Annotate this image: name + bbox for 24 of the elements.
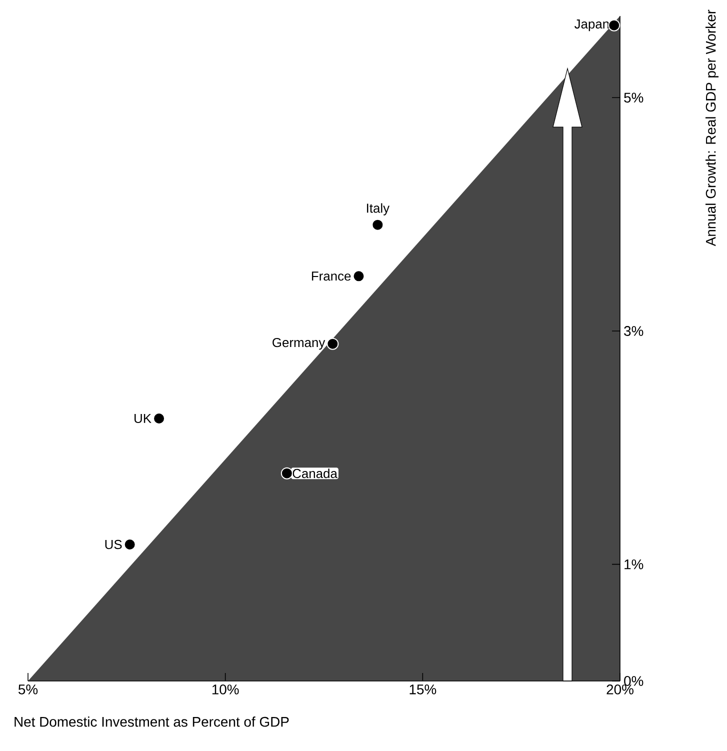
x-tick-label: 20% xyxy=(606,684,634,694)
annotation: US xyxy=(105,540,122,550)
point xyxy=(326,338,339,350)
point xyxy=(280,467,293,480)
annotation: Germany xyxy=(272,338,326,350)
annotation: Italy xyxy=(367,203,390,216)
point xyxy=(608,19,620,32)
point xyxy=(372,218,384,231)
annotation: France xyxy=(312,272,351,281)
x-axis-title: Net Domestic Investment as Percent of GDP xyxy=(14,716,289,727)
y-tick-label: 0% xyxy=(624,676,644,686)
y-tick-label: 5% xyxy=(624,92,644,103)
y-axis-title: Annual Growth: Real GDP per Worker xyxy=(706,10,719,246)
point xyxy=(124,538,136,550)
x-tick-label: 5% xyxy=(18,684,38,694)
annotation: Japan xyxy=(574,20,609,32)
annotation: Canada xyxy=(292,468,338,478)
annotation: UK xyxy=(134,414,152,424)
y-tick-label: 1% xyxy=(624,559,644,570)
point xyxy=(153,412,166,424)
x-tick-label: 10% xyxy=(212,684,239,694)
y-tick-label: 3% xyxy=(624,326,644,336)
x-tick-label: 15% xyxy=(410,684,436,694)
point xyxy=(352,270,365,282)
